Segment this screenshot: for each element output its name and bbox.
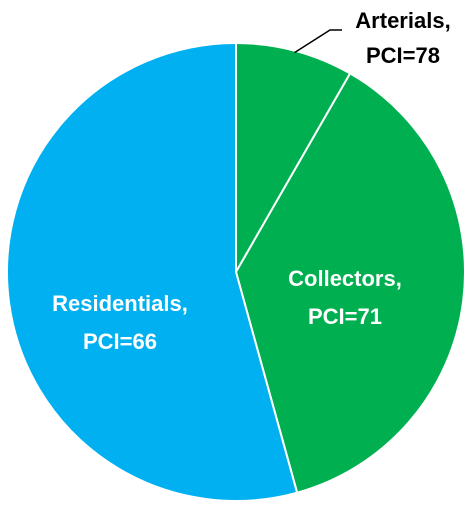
- slice-label: Residentials,: [52, 291, 188, 316]
- pie-slice: [235, 41, 352, 276]
- slice-annotation: PCI=78: [366, 43, 440, 68]
- pie-slice: [234, 72, 466, 494]
- slice-annotation: PCI=66: [83, 329, 157, 354]
- slice-label: Collectors,: [288, 266, 402, 291]
- slice-annotation: PCI=71: [308, 304, 382, 329]
- leader-line: [294, 29, 342, 54]
- pie-slice: [6, 41, 299, 502]
- slice-label: Arterials,: [355, 8, 450, 33]
